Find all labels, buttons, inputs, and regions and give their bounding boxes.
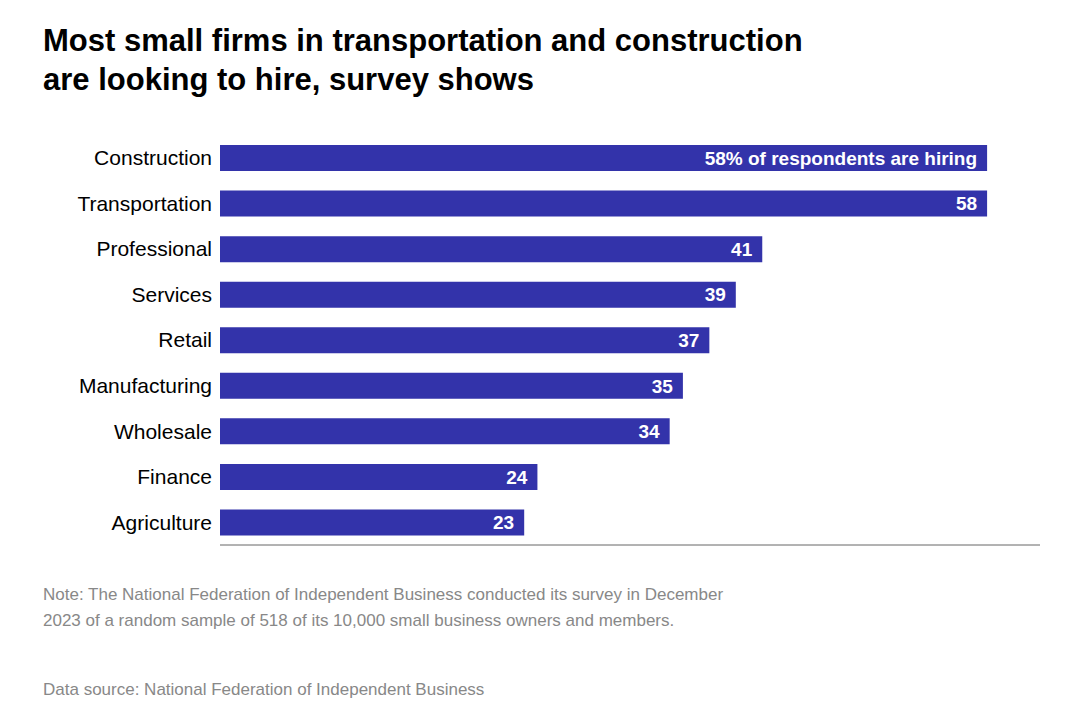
svg-text:Finance: Finance bbox=[137, 465, 212, 488]
svg-text:Services: Services bbox=[131, 283, 212, 306]
svg-text:39: 39 bbox=[705, 284, 726, 305]
html-text:Note: The National Federation: Note: The National Federation of Indepen… bbox=[43, 585, 724, 604]
svg-text:Retail: Retail bbox=[158, 328, 212, 351]
svg-text:41: 41 bbox=[731, 239, 753, 260]
svg-text:24: 24 bbox=[506, 467, 528, 488]
html-text:Data source: National Federati: Data source: National Federation of Inde… bbox=[43, 680, 485, 699]
svg-text:Professional: Professional bbox=[96, 237, 212, 260]
svg-text:23: 23 bbox=[493, 512, 514, 533]
svg-text:Transportation: Transportation bbox=[77, 192, 212, 215]
svg-text:58% of respondents are hiring: 58% of respondents are hiring bbox=[705, 148, 977, 169]
svg-text:Wholesale: Wholesale bbox=[114, 420, 212, 443]
svg-text:58: 58 bbox=[956, 193, 977, 214]
html-text:are looking to hire, survey sh: are looking to hire, survey shows bbox=[43, 61, 534, 97]
svg-text:Agriculture: Agriculture bbox=[112, 511, 212, 534]
svg-text:Construction: Construction bbox=[94, 146, 212, 169]
html-text:2023 of a random sample of 518: 2023 of a random sample of 518 of its 10… bbox=[43, 610, 675, 630]
svg-text:35: 35 bbox=[652, 376, 674, 397]
svg-text:Manufacturing: Manufacturing bbox=[79, 374, 212, 397]
svg-text:37: 37 bbox=[678, 330, 699, 351]
svg-text:34: 34 bbox=[639, 421, 661, 442]
html-text:Most small firms in transporta: Most small firms in transportation and c… bbox=[43, 23, 803, 58]
